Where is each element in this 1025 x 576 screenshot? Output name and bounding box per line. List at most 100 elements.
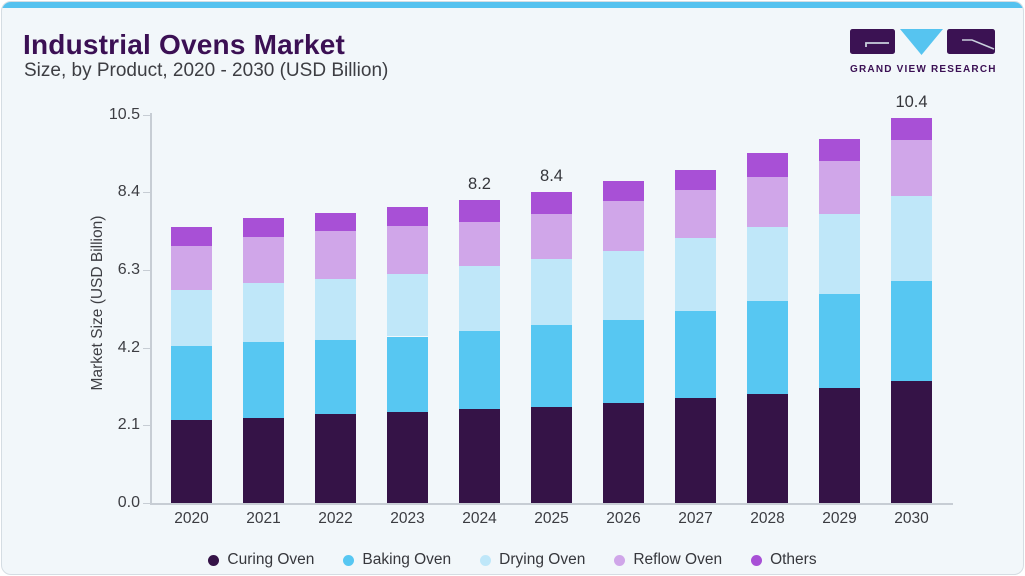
y-tick-mark: [143, 503, 150, 504]
x-tick-label: 2028: [750, 510, 785, 527]
legend-item-baking-oven: Baking Oven: [343, 551, 451, 569]
logo-g-block: [850, 29, 895, 54]
y-axis-line: [150, 112, 152, 503]
bar-segment-reflow-oven: [531, 214, 572, 259]
y-tick-label: 2.1: [117, 416, 140, 434]
bar-segment-others: [819, 138, 860, 161]
bar-segment-others: [171, 227, 212, 246]
bar-segment-others: [243, 218, 284, 237]
legend-item-curing-oven: Curing Oven: [208, 551, 314, 569]
y-tick-mark: [143, 425, 150, 427]
bar-segment-drying-oven: [459, 266, 500, 331]
bar-segment-curing-oven: [891, 380, 932, 503]
bar-segment-curing-oven: [747, 393, 788, 503]
x-tick-label: 2026: [606, 510, 641, 527]
bar-segment-drying-oven: [315, 279, 356, 341]
bar-segment-drying-oven: [747, 227, 788, 302]
legend-label: Others: [770, 551, 817, 568]
bar-segment-baking-oven: [819, 293, 860, 389]
bar-segment-reflow-oven: [171, 245, 212, 291]
bar-segment-curing-oven: [243, 417, 284, 503]
bar-segment-baking-oven: [315, 340, 356, 415]
x-tick-label: 2027: [678, 510, 713, 527]
bar-segment-baking-oven: [675, 310, 716, 398]
bar-segment-drying-oven: [243, 282, 284, 343]
bar-segment-drying-oven: [891, 195, 932, 281]
bar-segment-reflow-oven: [603, 201, 644, 252]
bar-segment-others: [603, 181, 644, 202]
x-tick-label: 2029: [822, 510, 857, 527]
bar-segment-others: [891, 118, 932, 141]
legend-label: Baking Oven: [362, 551, 452, 568]
bar-segment-others: [387, 207, 428, 226]
bar-segment-drying-oven: [531, 258, 572, 326]
legend-label: Drying Oven: [499, 551, 586, 568]
bar-segment-drying-oven: [603, 251, 644, 320]
legend-label: Curing Oven: [227, 551, 315, 568]
legend-item-others: Others: [751, 551, 817, 569]
bar-segment-curing-oven: [603, 403, 644, 503]
legend-label: Reflow Oven: [633, 551, 723, 568]
bar-segment-baking-oven: [747, 301, 788, 394]
bar-segment-drying-oven: [819, 214, 860, 294]
legend-dot-icon: [208, 554, 220, 566]
y-tick-mark: [143, 269, 150, 271]
bar-segment-others: [747, 153, 788, 178]
bar-segment-curing-oven: [387, 412, 428, 503]
bar-segment-curing-oven: [531, 406, 572, 503]
bar-segment-baking-oven: [459, 330, 500, 409]
y-tick-mark: [143, 114, 150, 116]
y-tick-label: 0.0: [117, 494, 140, 511]
bar-segment-drying-oven: [387, 273, 428, 337]
bar-segment-drying-oven: [675, 238, 716, 311]
page-subtitle: Size, by Product, 2020 - 2030 (USD Billi…: [24, 60, 389, 81]
logo-v-triangle: [900, 29, 943, 55]
y-tick-mark: [143, 347, 150, 349]
bar-segment-baking-oven: [603, 319, 644, 404]
bar-segment-reflow-oven: [315, 231, 356, 280]
bar-segment-others: [675, 170, 716, 191]
bar-segment-others: [459, 199, 500, 222]
y-tick-label: 8.4: [117, 183, 140, 201]
logo-g-glyph: [865, 42, 889, 47]
bar-segment-curing-oven: [459, 408, 500, 503]
y-tick-label: 10.5: [108, 105, 140, 123]
bar-segment-baking-oven: [387, 336, 428, 413]
y-tick-mark: [143, 192, 150, 194]
y-tick-label: 6.3: [117, 260, 140, 278]
gvr-logo-icon: [850, 29, 995, 55]
page-title: Industrial Ovens Market: [23, 29, 346, 60]
legend-dot-icon: [343, 554, 355, 566]
logo-r-block: [947, 29, 995, 54]
logo-r-glyph: [962, 39, 995, 50]
bar-segment-baking-oven: [891, 281, 932, 381]
x-tick-label: 2025: [534, 510, 569, 527]
bar-total-label: 8.4: [540, 167, 563, 186]
x-tick-label: 2030: [894, 510, 929, 527]
bar-segment-baking-oven: [171, 345, 212, 420]
grand-view-research-logo: GRAND VIEW RESEARCH: [850, 28, 997, 75]
x-tick-label: 2020: [174, 510, 209, 527]
y-tick-label: 4.2: [117, 338, 140, 356]
bar-segment-curing-oven: [171, 419, 212, 503]
legend-dot-icon: [614, 554, 626, 566]
legend-item-reflow-oven: Reflow Oven: [614, 551, 722, 569]
x-tick-label: 2023: [390, 510, 425, 527]
bar-segment-reflow-oven: [819, 160, 860, 215]
bar-segment-drying-oven: [171, 290, 212, 346]
x-axis-line: [150, 503, 953, 505]
bar-segment-reflow-oven: [459, 221, 500, 267]
bar-segment-curing-oven: [819, 388, 860, 503]
logo-wordmark: GRAND VIEW RESEARCH: [850, 64, 997, 75]
y-axis-title: Market Size (USD Billion): [89, 215, 106, 391]
bar-segment-reflow-oven: [891, 140, 932, 196]
bar-segment-baking-oven: [531, 325, 572, 407]
x-tick-label: 2021: [246, 510, 281, 527]
legend-dot-icon: [480, 554, 492, 566]
bar-total-label: 10.4: [895, 93, 928, 112]
x-tick-label: 2024: [462, 510, 497, 527]
bar-segment-reflow-oven: [675, 190, 716, 239]
x-tick-label: 2022: [318, 510, 353, 527]
